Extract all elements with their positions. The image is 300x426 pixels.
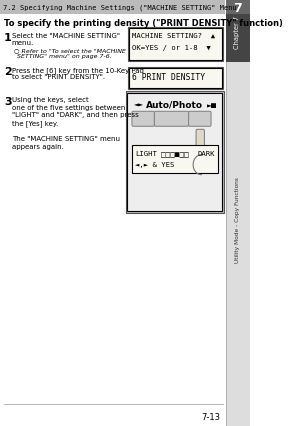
Text: Press the [6] key from the 10-Key Pad: Press the [6] key from the 10-Key Pad bbox=[12, 67, 143, 74]
Text: one of the five settings between: one of the five settings between bbox=[12, 104, 125, 110]
Text: 1: 1 bbox=[4, 33, 12, 43]
Text: Using the keys, select: Using the keys, select bbox=[12, 97, 88, 103]
Text: DARK: DARK bbox=[197, 150, 215, 156]
Text: 3: 3 bbox=[4, 97, 12, 106]
Bar bbox=[128, 94, 222, 211]
Text: Auto/Photo: Auto/Photo bbox=[146, 101, 203, 109]
Text: SETTING" menu" on page 7-6.: SETTING" menu" on page 7-6. bbox=[17, 54, 111, 59]
FancyBboxPatch shape bbox=[196, 130, 204, 153]
Text: □□□■□□: □□□■□□ bbox=[161, 150, 189, 159]
Text: ◄,► & YES: ◄,► & YES bbox=[135, 161, 174, 167]
Text: ◄►: ◄► bbox=[134, 101, 144, 109]
FancyBboxPatch shape bbox=[154, 112, 189, 127]
Text: To specify the printing density ("PRINT DENSITY" function): To specify the printing density ("PRINT … bbox=[4, 19, 283, 28]
Text: The "MACHINE SETTING" menu: The "MACHINE SETTING" menu bbox=[12, 135, 120, 141]
Bar bbox=[128, 68, 223, 89]
Text: Select the "MACHINE SETTING": Select the "MACHINE SETTING" bbox=[12, 33, 120, 39]
Text: 7: 7 bbox=[233, 2, 242, 14]
Bar bbox=[131, 145, 218, 173]
Bar bbox=[226, 1, 250, 426]
Text: menu.: menu. bbox=[12, 40, 34, 46]
Ellipse shape bbox=[194, 153, 209, 166]
Bar bbox=[226, 1, 250, 15]
Text: to select "PRINT DENSITY".: to select "PRINT DENSITY". bbox=[12, 74, 105, 80]
Bar bbox=[226, 1, 250, 63]
Text: 6 PRINT DENSITY: 6 PRINT DENSITY bbox=[132, 73, 206, 82]
FancyBboxPatch shape bbox=[189, 112, 211, 127]
Text: 7.2 Specifying Machine Settings ("MACHINE SETTING" Menu): 7.2 Specifying Machine Settings ("MACHIN… bbox=[3, 5, 241, 12]
Text: 2: 2 bbox=[4, 67, 12, 77]
Text: the [Yes] key.: the [Yes] key. bbox=[12, 120, 58, 127]
Text: ○ Refer to "To select the "MACHINE: ○ Refer to "To select the "MACHINE bbox=[14, 48, 126, 53]
Text: "LIGHT" and "DARK", and then press: "LIGHT" and "DARK", and then press bbox=[12, 112, 138, 118]
FancyBboxPatch shape bbox=[132, 112, 154, 127]
Text: Utility Mode - Copy Functions: Utility Mode - Copy Functions bbox=[235, 177, 240, 263]
Text: appears again.: appears again. bbox=[12, 143, 64, 149]
Text: MACHINE SETTING?  ▲: MACHINE SETTING? ▲ bbox=[132, 33, 215, 39]
Bar bbox=[129, 69, 222, 89]
Text: ►■: ►■ bbox=[207, 101, 217, 109]
Text: Chapter 7: Chapter 7 bbox=[234, 15, 240, 49]
Bar bbox=[0, 1, 225, 15]
Text: 7-13: 7-13 bbox=[202, 412, 220, 421]
Bar bbox=[128, 28, 223, 62]
Bar bbox=[126, 92, 224, 213]
Bar bbox=[129, 29, 222, 61]
Text: OK=YES / or 1-8  ▼: OK=YES / or 1-8 ▼ bbox=[132, 45, 211, 51]
Text: LIGHT: LIGHT bbox=[135, 150, 157, 156]
